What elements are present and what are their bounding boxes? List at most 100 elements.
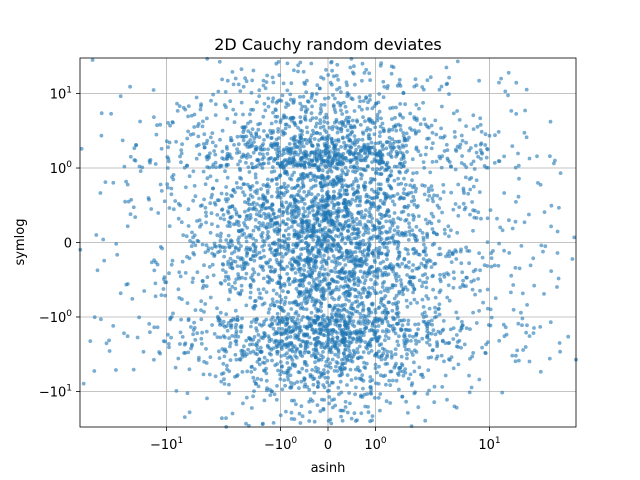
scatter-point bbox=[167, 345, 171, 350]
scatter-point bbox=[398, 84, 403, 88]
scatter-point bbox=[455, 59, 460, 64]
scatter-point bbox=[195, 238, 200, 243]
scatter-point bbox=[335, 335, 340, 340]
scatter-point bbox=[440, 385, 445, 389]
scatter-point bbox=[499, 76, 503, 81]
scatter-point bbox=[280, 93, 285, 98]
scatter-point bbox=[375, 270, 380, 275]
scatter-point bbox=[276, 129, 280, 134]
scatter-point bbox=[427, 322, 432, 326]
scatter-point bbox=[357, 245, 362, 249]
scatter-point bbox=[316, 384, 320, 389]
scatter-point bbox=[360, 61, 365, 66]
scatter-point bbox=[295, 317, 300, 322]
scatter-point bbox=[520, 323, 524, 328]
scatter-point bbox=[330, 68, 334, 73]
scatter-point bbox=[437, 302, 442, 307]
scatter-point bbox=[179, 220, 184, 225]
scatter-point bbox=[431, 141, 435, 146]
scatter-point bbox=[213, 160, 218, 165]
scatter-point bbox=[368, 127, 373, 132]
scatter-point bbox=[332, 107, 337, 112]
scatter-point bbox=[332, 343, 337, 348]
scatter-point bbox=[356, 232, 360, 237]
scatter-point bbox=[274, 177, 279, 182]
scatter-point bbox=[411, 334, 415, 339]
scatter-point bbox=[326, 364, 331, 368]
scatter-point bbox=[292, 197, 297, 202]
scatter-point bbox=[424, 285, 429, 290]
scatter-point bbox=[319, 162, 323, 167]
scatter-point bbox=[429, 355, 434, 360]
scatter-point bbox=[123, 199, 127, 204]
scatter-point bbox=[447, 254, 452, 259]
scatter-point bbox=[243, 200, 247, 204]
scatter-point bbox=[411, 290, 415, 295]
scatter-point bbox=[297, 270, 302, 274]
scatter-point bbox=[474, 178, 479, 183]
scatter-point bbox=[364, 326, 368, 331]
scatter-point bbox=[186, 129, 191, 134]
scatter-point bbox=[370, 414, 375, 418]
scatter-point bbox=[326, 96, 331, 100]
scatter-point bbox=[275, 182, 279, 187]
scatter-point bbox=[330, 159, 335, 164]
scatter-point bbox=[384, 192, 389, 197]
scatter-point bbox=[308, 341, 313, 346]
y-tick-label: −100 bbox=[39, 309, 72, 326]
scatter-point bbox=[409, 339, 413, 343]
scatter-point bbox=[331, 103, 336, 107]
scatter-point bbox=[369, 277, 373, 282]
scatter-point bbox=[256, 384, 261, 389]
scatter-point bbox=[417, 106, 421, 111]
scatter-point bbox=[256, 333, 261, 337]
scatter-point bbox=[209, 98, 213, 103]
scatter-point bbox=[401, 292, 405, 297]
scatter-point bbox=[133, 215, 138, 220]
scatter-point bbox=[191, 328, 196, 332]
scatter-point bbox=[394, 149, 399, 154]
scatter-point bbox=[283, 131, 287, 136]
scatter-point bbox=[324, 112, 329, 117]
scatter-point bbox=[218, 234, 223, 239]
scatter-point bbox=[440, 104, 444, 109]
scatter-point bbox=[269, 265, 274, 270]
scatter-point bbox=[269, 194, 274, 199]
scatter-point bbox=[186, 224, 191, 228]
scatter-point bbox=[402, 176, 406, 181]
scatter-point bbox=[152, 357, 156, 362]
scatter-point bbox=[248, 213, 253, 217]
scatter-point bbox=[510, 226, 515, 231]
scatter-point bbox=[234, 357, 239, 362]
scatter-point bbox=[285, 351, 289, 356]
scatter-point bbox=[302, 296, 307, 301]
scatter-point bbox=[300, 414, 305, 419]
scatter-point bbox=[237, 235, 242, 240]
scatter-point bbox=[229, 156, 234, 161]
scatter-point bbox=[379, 300, 383, 305]
y-axis-label: symlog bbox=[13, 219, 28, 266]
scatter-point bbox=[449, 260, 454, 264]
scatter-point bbox=[138, 169, 143, 174]
scatter-point bbox=[416, 322, 421, 326]
scatter-point bbox=[380, 242, 385, 246]
scatter-point bbox=[352, 109, 357, 113]
scatter-point bbox=[215, 198, 220, 203]
scatter-point bbox=[368, 375, 373, 379]
scatter-point bbox=[389, 186, 394, 191]
scatter-point bbox=[194, 156, 199, 161]
scatter-point bbox=[332, 165, 337, 169]
scatter-point bbox=[340, 162, 344, 167]
scatter-point bbox=[401, 90, 406, 95]
scatter-point bbox=[451, 270, 456, 275]
scatter-point bbox=[289, 177, 294, 182]
scatter-point bbox=[433, 305, 437, 310]
scatter-point bbox=[274, 137, 279, 142]
scatter-point bbox=[384, 237, 389, 242]
scatter-point bbox=[233, 207, 237, 212]
scatter-point bbox=[532, 283, 537, 288]
scatter-point bbox=[471, 113, 476, 118]
scatter-point bbox=[213, 152, 218, 157]
scatter-point bbox=[355, 195, 360, 199]
scatter-point bbox=[244, 303, 249, 308]
